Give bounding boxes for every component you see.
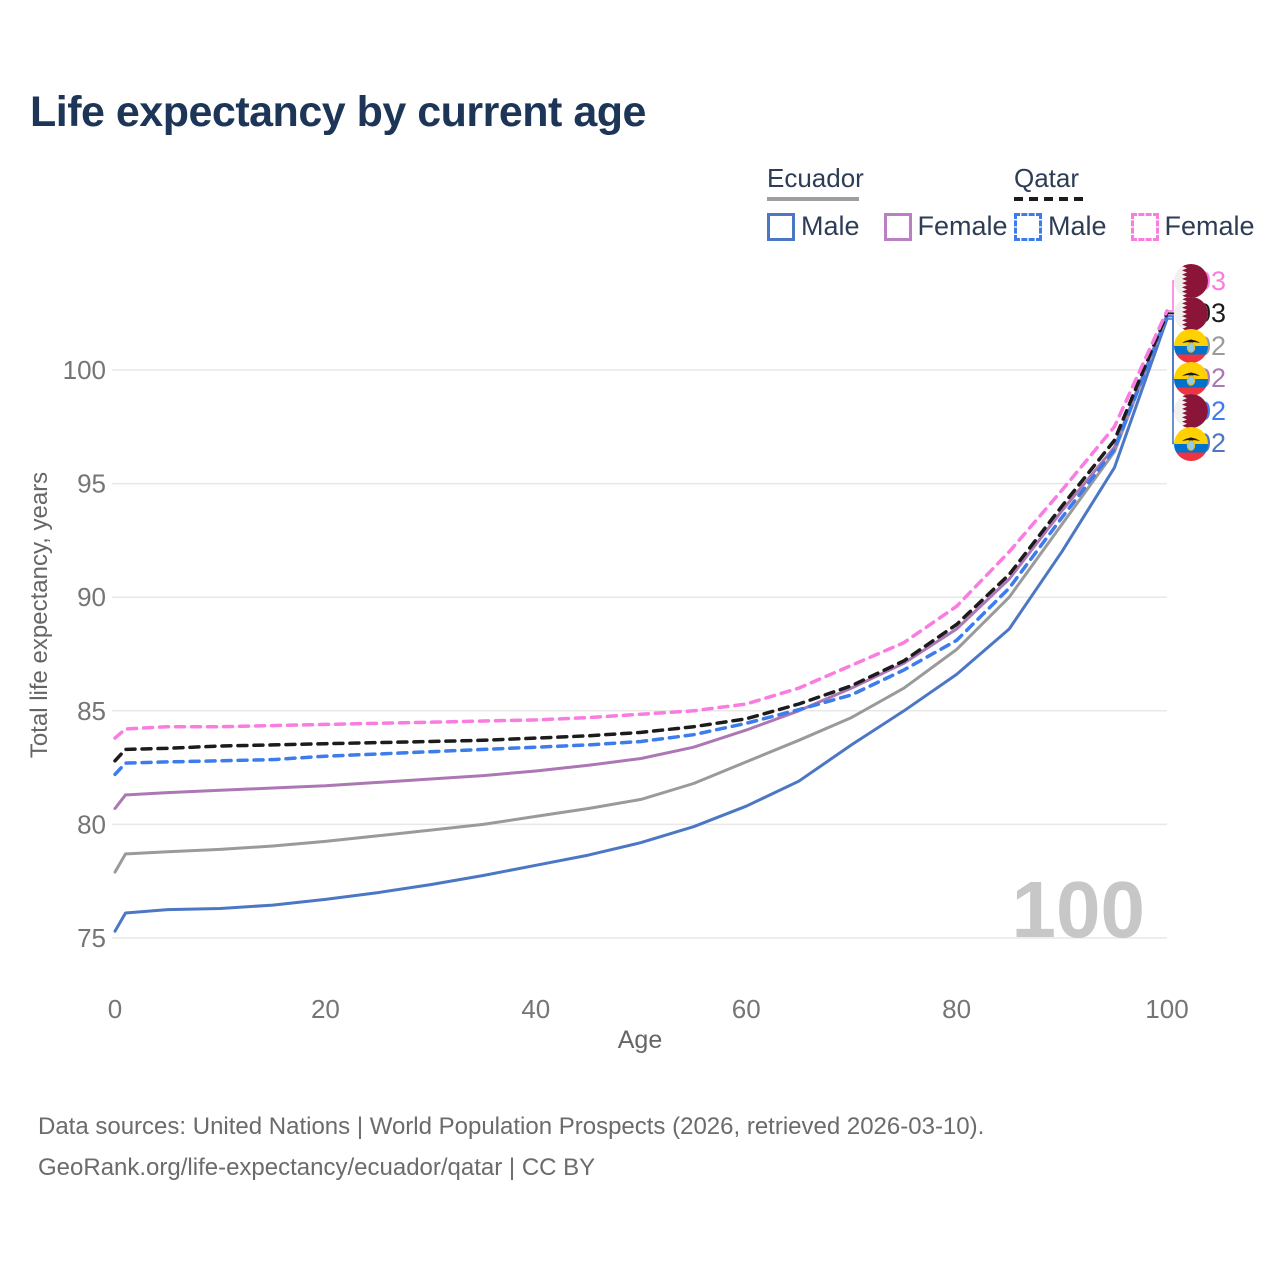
data-sources-line: Data sources: United Nations | World Pop… — [38, 1113, 985, 1140]
legend-item-ecuador-female[interactable]: Female — [883, 211, 1008, 242]
x-axis-title: Age — [618, 1026, 662, 1054]
qatar-flag-icon — [1174, 264, 1208, 298]
y-tick-label: 100 — [63, 355, 106, 385]
y-tick-label: 80 — [77, 809, 106, 839]
legend-group-ecuador: Ecuador Male Female — [767, 163, 1032, 242]
end-label-row: 103 — [1174, 296, 1226, 331]
y-tick-label: 75 — [77, 923, 106, 953]
legend-item-qatar-male[interactable]: Male — [1014, 211, 1107, 242]
legend-item-label: Male — [1048, 211, 1107, 241]
ecuador-flag-icon — [1174, 361, 1208, 396]
legend-underline-dashed — [1014, 197, 1088, 201]
x-tick-label: 40 — [521, 994, 550, 1024]
qatar-flag-icon — [1174, 394, 1208, 428]
legend-item-label: Female — [1164, 211, 1255, 241]
y-axis-title: Total life expectancy, years — [26, 472, 53, 758]
x-tick-label: 100 — [1145, 994, 1188, 1024]
series-line-ecuador-male — [113, 317, 1169, 933]
legend-item-label: Female — [917, 211, 1008, 241]
legend-country-label: Ecuador — [767, 163, 864, 193]
x-tick-label: 60 — [732, 994, 761, 1024]
legend-underline-solid — [767, 197, 859, 201]
end-label-row: 102 — [1174, 426, 1226, 461]
y-tick-label: 90 — [77, 582, 106, 612]
x-tick-label: 80 — [942, 994, 971, 1024]
y-tick-label: 95 — [77, 469, 106, 499]
legend-item-qatar-female[interactable]: Female — [1130, 211, 1255, 242]
age-watermark: 100 — [1012, 865, 1145, 954]
qatar-flag-icon — [1174, 296, 1208, 331]
legend-group-qatar: Qatar Male Female — [1014, 163, 1279, 242]
x-tick-label: 20 — [311, 994, 340, 1024]
legend-item-label: Male — [801, 211, 860, 241]
series-line-ecuador — [113, 314, 1169, 874]
ecuador-flag-icon — [1174, 329, 1208, 363]
series-line-qatar-male — [113, 314, 1169, 777]
source-attribution: Data sources: United Nations | World Pop… — [38, 1106, 984, 1188]
female-line-swatch-icon — [883, 212, 912, 241]
male-line-swatch-icon — [767, 212, 795, 241]
male-dashed-line-swatch-icon — [1014, 212, 1042, 241]
y-tick-label: 85 — [77, 696, 106, 726]
end-label-row: 102 — [1174, 394, 1226, 428]
series-line-qatar-female — [113, 309, 1169, 740]
page-title: Life expectancy by current age — [30, 88, 646, 136]
series-line-qatar — [113, 311, 1169, 763]
legend-item-ecuador-male[interactable]: Male — [767, 211, 860, 242]
ecuador-flag-icon — [1174, 426, 1208, 461]
attribution-line: GeoRank.org/life-expectancy/ecuador/qata… — [38, 1154, 596, 1181]
end-label-row: 103 — [1174, 264, 1226, 298]
x-tick-label: 0 — [108, 994, 122, 1024]
end-label-row: 102 — [1174, 361, 1226, 396]
legend-country-label: Qatar — [1014, 163, 1080, 193]
series-line-ecuador-female — [113, 313, 1169, 810]
end-label-row: 102 — [1174, 329, 1226, 363]
female-dashed-line-swatch-icon — [1130, 212, 1159, 241]
